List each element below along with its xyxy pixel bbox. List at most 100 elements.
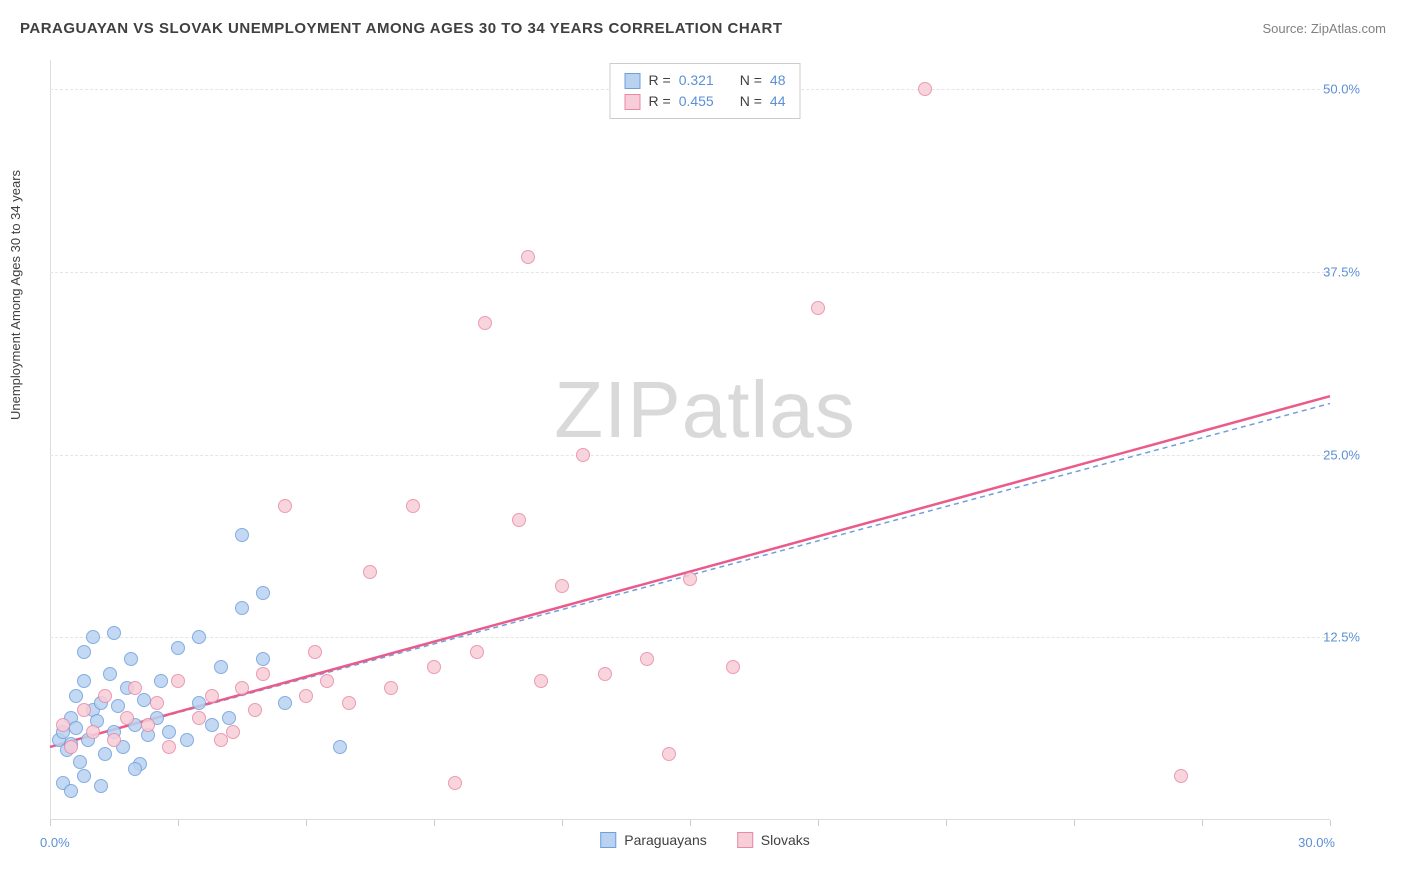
data-point: [521, 250, 535, 264]
n-value: 44: [770, 91, 786, 112]
data-point: [918, 82, 932, 96]
data-point: [248, 703, 262, 717]
data-point: [278, 499, 292, 513]
y-tick-label: 37.5%: [1323, 264, 1360, 279]
data-point: [235, 681, 249, 695]
x-tick: [178, 820, 179, 826]
data-point: [180, 733, 194, 747]
data-point: [128, 762, 142, 776]
data-point: [662, 747, 676, 761]
data-point: [192, 696, 206, 710]
data-point: [256, 667, 270, 681]
r-value: 0.321: [679, 70, 714, 91]
y-axis-label: Unemployment Among Ages 30 to 34 years: [8, 170, 23, 420]
x-tick: [434, 820, 435, 826]
stats-legend: R = 0.321 N = 48 R = 0.455 N = 44: [610, 63, 801, 119]
x-tick: [1074, 820, 1075, 826]
r-value: 0.455: [679, 91, 714, 112]
data-point: [154, 674, 168, 688]
x-tick: [818, 820, 819, 826]
data-point: [726, 660, 740, 674]
data-point: [683, 572, 697, 586]
data-point: [384, 681, 398, 695]
legend-label: Paraguayans: [624, 832, 707, 848]
n-value: 48: [770, 70, 786, 91]
series-swatch: [625, 94, 641, 110]
source-label: Source: ZipAtlas.com: [1262, 21, 1386, 36]
data-point: [64, 740, 78, 754]
r-label: R =: [649, 91, 671, 112]
x-min-label: 0.0%: [40, 835, 70, 850]
x-tick: [50, 820, 51, 826]
series-swatch: [737, 832, 753, 848]
data-point: [120, 711, 134, 725]
data-point: [226, 725, 240, 739]
y-tick-label: 50.0%: [1323, 82, 1360, 97]
data-point: [171, 674, 185, 688]
data-point: [214, 660, 228, 674]
data-point: [427, 660, 441, 674]
data-point: [86, 630, 100, 644]
data-point: [77, 703, 91, 717]
data-point: [103, 667, 117, 681]
legend-label: Slovaks: [761, 832, 810, 848]
data-point: [94, 779, 108, 793]
data-point: [192, 630, 206, 644]
data-point: [555, 579, 569, 593]
data-point: [308, 645, 322, 659]
n-label: N =: [740, 70, 762, 91]
data-point: [192, 711, 206, 725]
data-point: [214, 733, 228, 747]
data-point: [64, 784, 78, 798]
data-point: [333, 740, 347, 754]
data-point: [141, 718, 155, 732]
x-tick: [946, 820, 947, 826]
data-point: [235, 528, 249, 542]
stats-row: R = 0.321 N = 48: [625, 70, 786, 91]
stats-row: R = 0.455 N = 44: [625, 91, 786, 112]
series-swatch: [625, 73, 641, 89]
trend-lines: [50, 60, 1360, 820]
chart-title: PARAGUAYAN VS SLOVAK UNEMPLOYMENT AMONG …: [20, 20, 782, 37]
data-point: [363, 565, 377, 579]
data-point: [235, 601, 249, 615]
data-point: [128, 681, 142, 695]
y-tick-label: 25.0%: [1323, 447, 1360, 462]
y-tick-label: 12.5%: [1323, 630, 1360, 645]
data-point: [222, 711, 236, 725]
data-point: [98, 747, 112, 761]
data-point: [256, 652, 270, 666]
chart-area: ZIPatlas R =0.321N =48R =0.455N =44 Para…: [50, 60, 1360, 820]
data-point: [69, 721, 83, 735]
data-point: [342, 696, 356, 710]
data-point: [205, 718, 219, 732]
x-tick: [690, 820, 691, 826]
x-tick: [562, 820, 563, 826]
data-point: [299, 689, 313, 703]
data-point: [107, 626, 121, 640]
data-point: [107, 733, 121, 747]
data-point: [256, 586, 270, 600]
data-point: [162, 740, 176, 754]
data-point: [56, 718, 70, 732]
data-point: [69, 689, 83, 703]
r-label: R =: [649, 70, 671, 91]
data-point: [150, 696, 164, 710]
series-swatch: [600, 832, 616, 848]
x-tick: [1330, 820, 1331, 826]
data-point: [1174, 769, 1188, 783]
data-point: [77, 645, 91, 659]
data-point: [137, 693, 151, 707]
data-point: [470, 645, 484, 659]
data-point: [171, 641, 185, 655]
n-label: N =: [740, 91, 762, 112]
legend-item: Paraguayans: [600, 832, 707, 848]
data-point: [320, 674, 334, 688]
data-point: [534, 674, 548, 688]
data-point: [86, 725, 100, 739]
data-point: [124, 652, 138, 666]
data-point: [77, 769, 91, 783]
series-legend: Paraguayans Slovaks: [600, 832, 810, 848]
data-point: [73, 755, 87, 769]
x-max-label: 30.0%: [1298, 835, 1335, 850]
